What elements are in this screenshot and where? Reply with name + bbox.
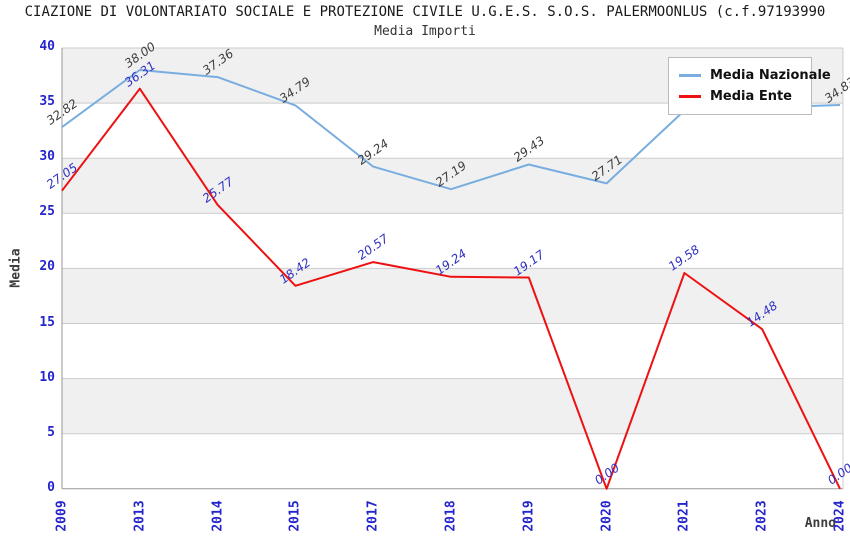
x-tick-label: 2020 [599,500,615,532]
chart-subtitle: Media Importi [374,24,476,39]
x-tick-label: 2009 [54,500,70,532]
y-axis-label: Media [8,248,24,288]
x-tick-label: 2017 [365,500,381,532]
legend-label: Media Ente [710,89,792,104]
legend: Media Nazionale Media Ente [668,57,831,115]
y-tick-label: 35 [39,94,55,110]
x-tick-label: 2021 [676,500,692,532]
x-tick-label: 2018 [443,500,459,532]
legend-item-media-nazionale: Media Nazionale [679,65,831,86]
media-ente-line-swatch-icon [679,95,701,98]
band [62,378,843,434]
y-tick-label: 30 [39,149,55,165]
x-tick-label: 2019 [521,500,537,532]
series-line-media-ente [61,87,841,490]
y-tick-label: 10 [39,369,55,385]
x-tick-label: 2014 [210,500,226,532]
legend-label: Media Nazionale [710,68,831,83]
y-tick-label: 20 [39,259,55,275]
x-tick-label: 2013 [132,500,148,532]
chart-title: CIAZIONE DI VOLONTARIATO SOCIALE E PROTE… [24,4,826,20]
x-axis-label: Anno [804,516,836,531]
legend-item-media-ente: Media Ente [679,86,811,107]
x-tick-label: 2023 [754,500,770,532]
y-tick-label: 40 [39,39,55,54]
media-nazionale-line-swatch-icon [679,74,701,77]
y-tick-label: 0 [47,479,55,495]
x-tick-label: 2015 [287,500,303,532]
y-tick-label: 15 [39,314,55,330]
y-tick-label: 25 [39,204,55,220]
y-tick-label: 5 [47,424,55,440]
